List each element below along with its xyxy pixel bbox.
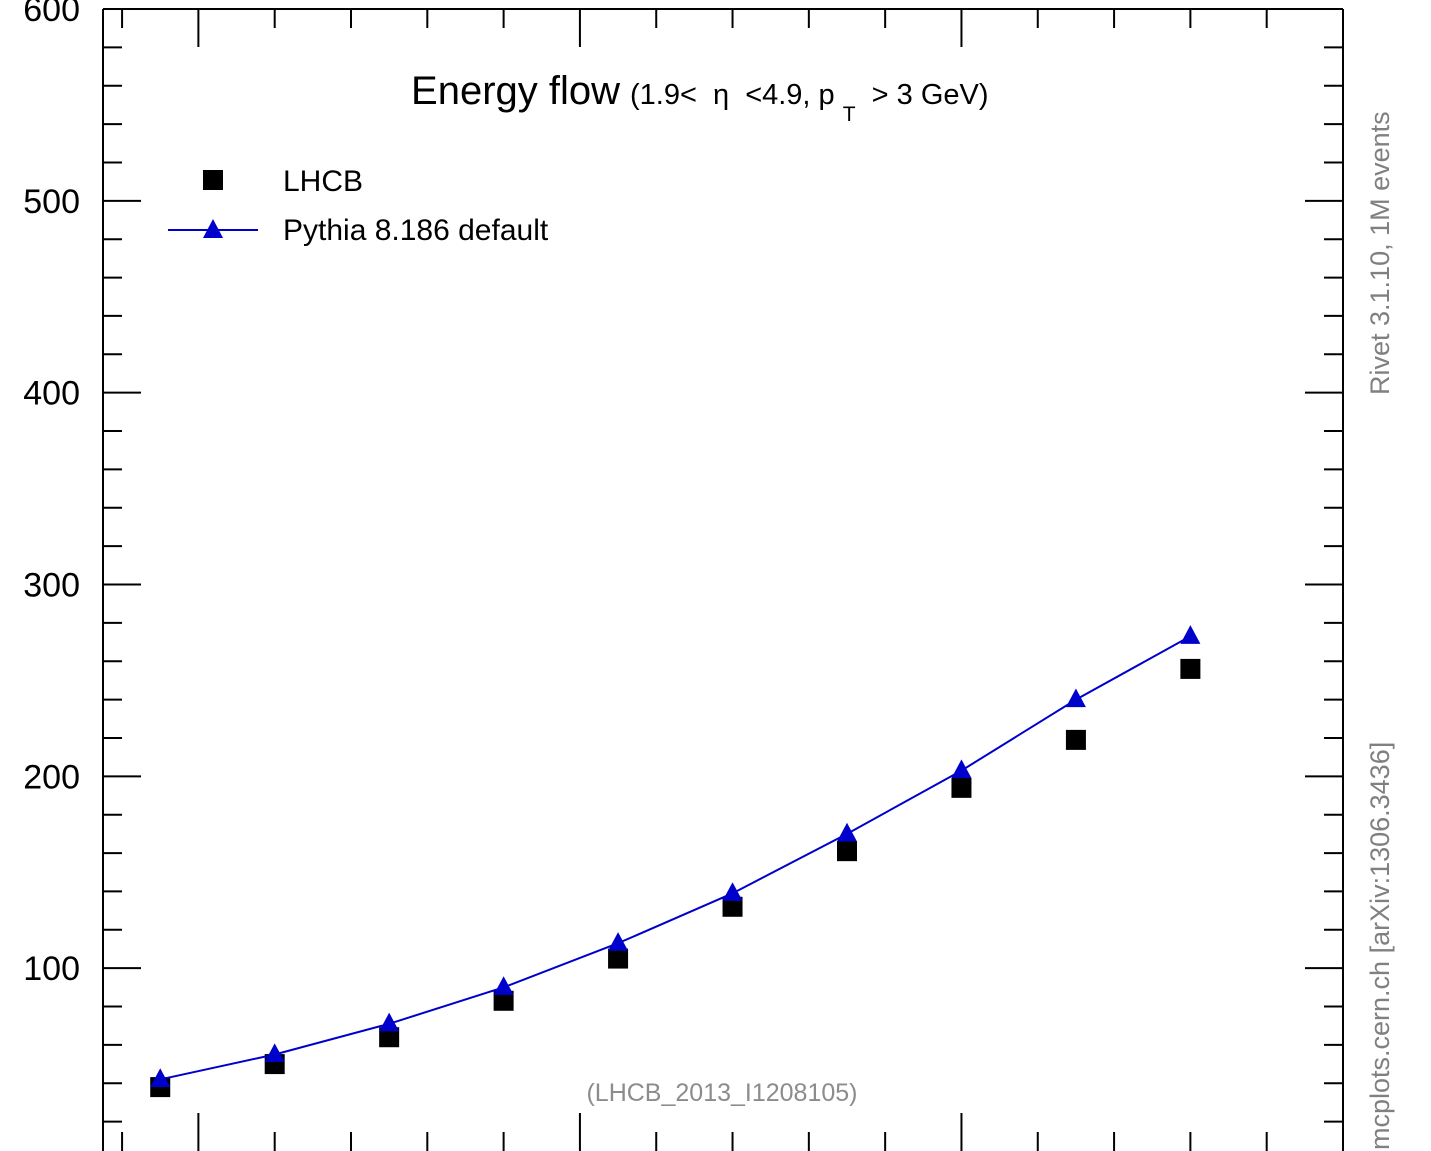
data-point-triangle: [493, 976, 514, 995]
y-tick-label: 300: [23, 567, 80, 605]
series-layer: [150, 625, 1201, 1098]
chart-title: Energy flow: [411, 69, 620, 113]
mcplots-source-label: mcplots.cern.ch [arXiv:1306.3436]: [1365, 741, 1395, 1150]
data-point-triangle: [150, 1068, 171, 1087]
legend-label-pythia: Pythia 8.186 default: [283, 214, 549, 247]
legend-marker-triangle: [203, 219, 223, 238]
subtitle-open: (1.9<: [630, 79, 697, 111]
series-square: [150, 658, 1201, 1098]
data-point-triangle: [722, 882, 743, 901]
data-point-triangle: [608, 932, 629, 951]
subtitle-eta: η: [713, 79, 729, 111]
data-point-square: [1065, 729, 1086, 750]
analysis-id-annotation: (LHCB_2013_I1208105): [586, 1079, 857, 1107]
data-point-square: [837, 841, 857, 862]
subtitle-sub: T: [843, 103, 856, 126]
y-tick-label: 100: [23, 950, 80, 988]
data-point-triangle: [1065, 688, 1086, 708]
data-point-square: [493, 990, 514, 1011]
series-triangle: [150, 625, 1201, 1087]
series-line: [160, 635, 1191, 1081]
legend-label-lhcb: LHCB: [283, 165, 363, 198]
data-point-triangle: [379, 1012, 400, 1032]
legend-marker-square: [203, 170, 223, 190]
legend: LHCB Pythia 8.186 default: [168, 165, 549, 247]
y-tick-label: 200: [23, 758, 80, 796]
data-point-square: [1180, 658, 1201, 679]
data-point-square: [951, 777, 972, 798]
rivet-version-label: Rivet 3.1.10, 1M events: [1365, 111, 1395, 395]
data-point-square: [722, 896, 743, 917]
axes: 100 200 300 400 500 600: [23, 0, 1344, 1151]
data-point-triangle: [951, 759, 972, 779]
data-point-triangle: [1180, 625, 1201, 644]
data-point-triangle: [837, 822, 857, 842]
y-tick-label: 500: [23, 183, 80, 221]
data-point-square: [608, 948, 629, 969]
chart-subtitle: (1.9< η <4.9, p T > 3 GeV): [630, 79, 989, 128]
subtitle-mid: <4.9, p: [745, 79, 835, 111]
y-tick-label: 600: [23, 0, 80, 29]
subtitle-close: > 3 GeV): [872, 79, 989, 111]
y-tick-label: 400: [23, 375, 80, 413]
data-point-triangle: [264, 1043, 285, 1063]
data-point-square: [379, 1027, 400, 1048]
